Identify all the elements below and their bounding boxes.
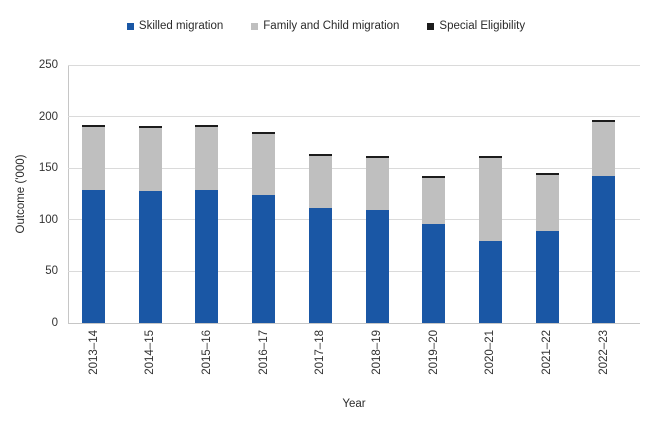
- bar-segment-family-and-child-migration: [195, 127, 219, 191]
- x-tick-label-2017-18: 2017–18: [314, 330, 327, 375]
- bar-segment-special-eligibility: [252, 131, 276, 134]
- bar-segment-family-and-child-migration: [478, 157, 502, 241]
- bar-segment-skilled-migration: [365, 209, 389, 323]
- bar-segment-family-and-child-migration: [252, 133, 276, 196]
- bar-2013-14: [82, 124, 105, 323]
- bar-2019-20: [422, 176, 446, 323]
- gridline-250: [68, 64, 640, 66]
- bar-segment-family-and-child-migration: [592, 121, 616, 177]
- legend-label: Skilled migration: [138, 20, 224, 32]
- bar-segment-family-and-child-migration: [308, 155, 332, 209]
- bar-segment-special-eligibility: [535, 173, 559, 176]
- x-tick-label-2019-20: 2019–20: [427, 330, 440, 375]
- bar-2017-18: [308, 153, 332, 323]
- bar-segment-special-eligibility: [195, 125, 219, 128]
- bar-segment-special-eligibility: [138, 126, 162, 129]
- legend-swatch-icon: [251, 22, 259, 30]
- y-tick-label-0: 0: [51, 317, 58, 329]
- bar-segment-family-and-child-migration: [535, 175, 559, 232]
- legend-item-skilled-migration: Skilled migration: [126, 20, 224, 32]
- bar-2022-23: [592, 119, 616, 323]
- x-axis-title: Year: [342, 398, 366, 410]
- bar-2020-21: [478, 155, 502, 323]
- bar-segment-skilled-migration: [592, 176, 616, 323]
- y-axis-title: Outcome ('000): [15, 154, 27, 234]
- bar-segment-skilled-migration: [252, 195, 276, 323]
- bar-segment-special-eligibility: [308, 153, 332, 156]
- x-tick-label-2016-17: 2016–17: [257, 330, 270, 375]
- legend-item-family-and-child-migration: Family and Child migration: [251, 20, 399, 32]
- bar-segment-skilled-migration: [82, 190, 105, 323]
- legend-label: Special Eligibility: [439, 20, 526, 32]
- legend-swatch-icon: [427, 22, 435, 30]
- x-tick-label-2020-21: 2020–21: [484, 330, 497, 375]
- x-tick-label-2021-22: 2021–22: [541, 330, 554, 375]
- bar-2018-19: [365, 155, 389, 323]
- y-tick-label-100: 100: [38, 213, 58, 226]
- chart-legend: Skilled migration Family and Child migrat…: [0, 20, 652, 32]
- bar-segment-special-eligibility: [478, 155, 502, 158]
- x-tick-label-2014-15: 2014–15: [144, 330, 157, 375]
- bar-2015-16: [195, 125, 219, 323]
- y-tick-label-250: 250: [38, 59, 58, 71]
- bar-segment-family-and-child-migration: [138, 128, 162, 192]
- x-tick-label-2013-14: 2013–14: [87, 330, 100, 375]
- bar-segment-skilled-migration: [195, 190, 219, 323]
- bar-segment-special-eligibility: [82, 124, 105, 127]
- y-tick-label-50: 50: [45, 265, 58, 278]
- legend-item-special-eligibility: Special Eligibility: [427, 20, 525, 32]
- bar-segment-skilled-migration: [535, 231, 559, 323]
- bar-segment-special-eligibility: [422, 176, 446, 179]
- x-axis-line: [68, 323, 640, 324]
- x-tick-label-2015-16: 2015–16: [200, 330, 213, 375]
- plot-area: [68, 64, 640, 323]
- gridline-200: [68, 116, 640, 118]
- legend-label: Family and Child migration: [263, 20, 400, 32]
- bar-segment-skilled-migration: [478, 240, 502, 323]
- bar-segment-family-and-child-migration: [82, 126, 105, 191]
- bar-segment-family-and-child-migration: [422, 178, 446, 225]
- bar-segment-skilled-migration: [422, 224, 446, 323]
- gridline-50: [68, 270, 640, 272]
- y-tick-label-200: 200: [38, 110, 58, 123]
- bar-segment-special-eligibility: [365, 155, 389, 158]
- gridline-100: [68, 219, 640, 221]
- x-tick-label-2018-19: 2018–19: [371, 330, 383, 375]
- bar-segment-family-and-child-migration: [365, 157, 389, 210]
- bar-2014-15: [138, 126, 162, 323]
- bar-2016-17: [252, 131, 276, 323]
- bar-segment-skilled-migration: [138, 191, 162, 323]
- gridline-150: [68, 167, 640, 169]
- y-tick-label-150: 150: [38, 162, 58, 175]
- bar-2021-22: [535, 173, 559, 323]
- bar-segment-skilled-migration: [308, 208, 332, 323]
- legend-swatch-icon: [126, 22, 134, 30]
- bar-segment-special-eligibility: [592, 119, 616, 122]
- x-tick-label-2022-23: 2022–23: [597, 330, 610, 375]
- y-axis-line: [68, 65, 69, 323]
